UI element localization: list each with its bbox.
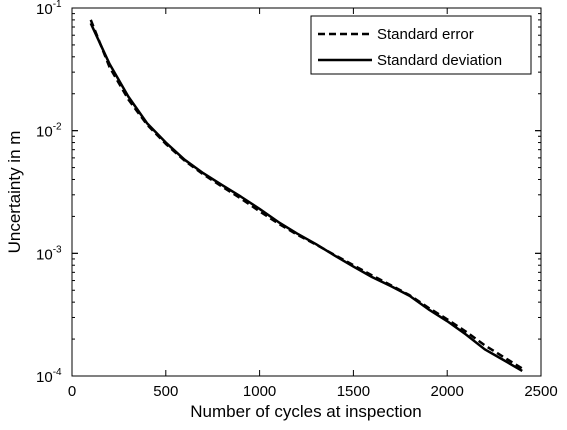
x-tick-label: 1000 bbox=[243, 383, 276, 400]
y-tick-base: 10 bbox=[36, 369, 53, 386]
y-axis-label: Uncertainty in m bbox=[5, 131, 24, 254]
x-tick-labels: 0 500 1000 1500 2000 2500 bbox=[68, 383, 558, 400]
legend: Standard error Standard deviation bbox=[310, 15, 532, 75]
x-tick-label: 1500 bbox=[337, 383, 370, 400]
legend-label-standard-deviation: Standard deviation bbox=[377, 52, 502, 69]
plot-frame bbox=[71, 7, 542, 377]
y-tick-exponent: -3 bbox=[53, 244, 62, 255]
y-tick-base: 10 bbox=[36, 1, 53, 18]
y-tick-labels: 10-110-210-310-4 bbox=[36, 0, 62, 386]
x-axis-label: Number of cycles at inspection bbox=[190, 402, 422, 421]
x-tick-label: 500 bbox=[153, 383, 178, 400]
y-tick-label: 10-4 bbox=[36, 367, 62, 386]
y-tick-exponent: -2 bbox=[53, 122, 62, 133]
legend-label-standard-error: Standard error bbox=[377, 26, 474, 43]
x-tick-label: 2500 bbox=[524, 383, 557, 400]
series-line-standard-deviation bbox=[89, 22, 523, 373]
y-tick-label: 10-1 bbox=[36, 0, 62, 18]
y-tick-base: 10 bbox=[36, 246, 53, 263]
y-tick-label: 10-3 bbox=[36, 244, 62, 263]
y-tick-label: 10-2 bbox=[36, 122, 62, 141]
y-tick-exponent: -1 bbox=[53, 0, 62, 10]
series-layer bbox=[89, 19, 523, 373]
y-tick-exponent: -4 bbox=[53, 367, 62, 378]
y-tick-base: 10 bbox=[36, 124, 53, 141]
legend-box bbox=[310, 15, 532, 75]
x-tick-label: 0 bbox=[68, 383, 76, 400]
x-tick-label: 2000 bbox=[431, 383, 464, 400]
